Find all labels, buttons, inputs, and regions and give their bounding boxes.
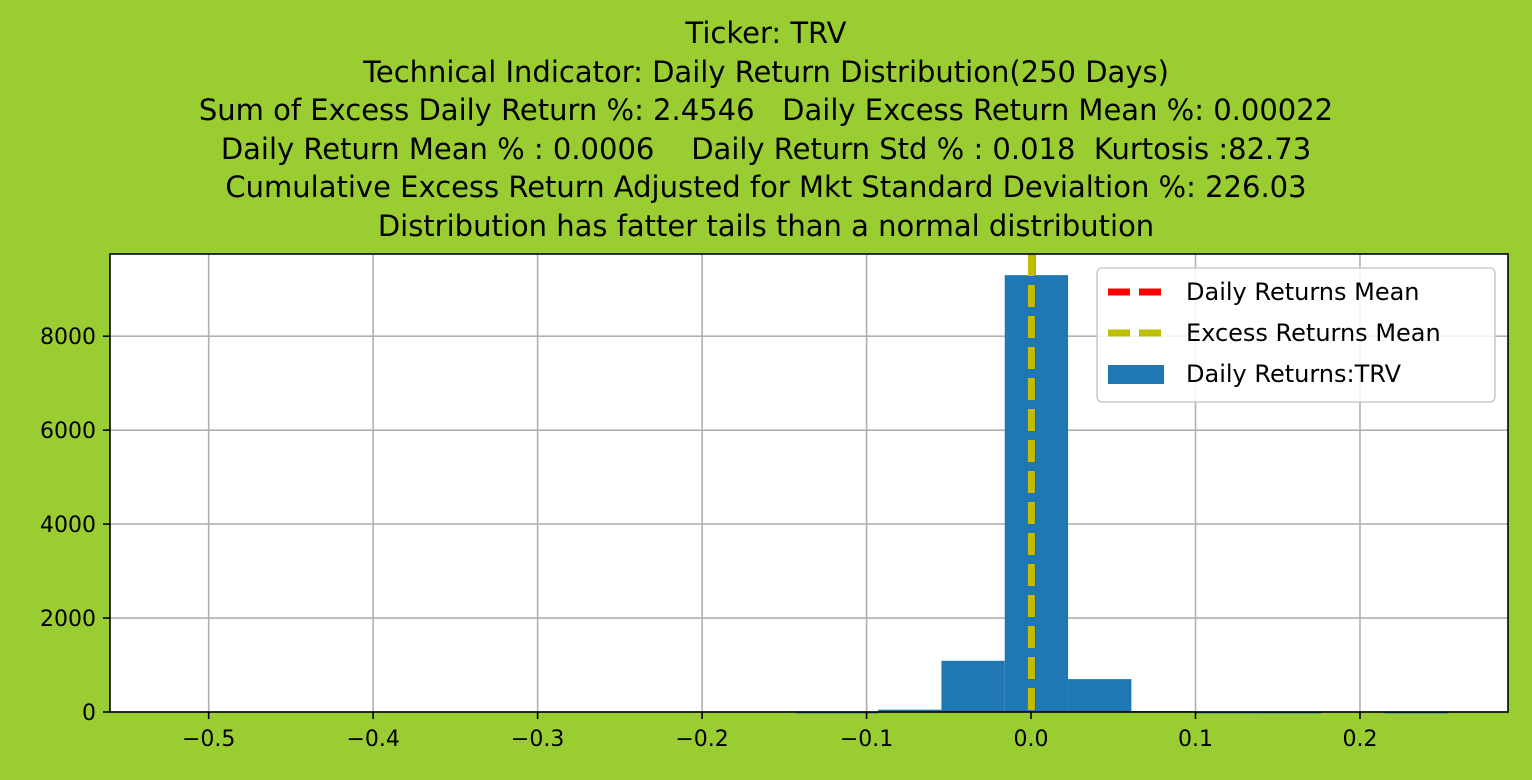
legend-label: Excess Returns Mean [1186, 319, 1441, 347]
x-tick-label: −0.2 [675, 727, 728, 752]
title-line-indicator: Technical Indicator: Daily Return Distri… [363, 54, 1169, 89]
plot-frame [109, 253, 1509, 713]
title-line-ticker: Ticker: TRV [685, 16, 847, 50]
y-tick-label: 8000 [40, 325, 96, 350]
histogram-bar [878, 709, 942, 712]
legend-label: Daily Returns Mean [1186, 278, 1420, 306]
y-tick-label: 4000 [40, 513, 96, 538]
title-line-cumulative: Cumulative Excess Return Adjusted for Mk… [225, 170, 1307, 204]
legend-box [1096, 267, 1496, 403]
x-tick-label: −0.1 [840, 727, 893, 752]
title-line-distribution-note: Distribution has fatter tails than a nor… [377, 208, 1155, 243]
chart-title: Ticker: TRV Technical Indicator: Daily R… [0, 14, 1532, 245]
histogram-bar [1068, 679, 1132, 712]
legend-label: Daily Returns:TRV [1186, 360, 1402, 388]
y-tick-label: 0 [82, 701, 96, 726]
title-line-excess-stats: Sum of Excess Daily Return %: 2.4546 Dai… [198, 93, 1334, 127]
histogram-bar [1004, 275, 1069, 712]
y-tick-label: 2000 [40, 607, 96, 632]
x-tick-label: −0.5 [182, 727, 235, 752]
legend-swatch-patch [1108, 365, 1164, 384]
x-tick-label: −0.3 [511, 727, 564, 752]
title-line-return-stats: Daily Return Mean % : 0.0006 Daily Retur… [220, 131, 1312, 166]
y-tick-label: 6000 [40, 419, 96, 444]
histogram-bar [941, 660, 1005, 712]
x-tick-label: 0.2 [1342, 727, 1377, 752]
x-tick-label: −0.4 [346, 727, 399, 752]
x-tick-label: 0.1 [1178, 727, 1213, 752]
x-tick-label: 0.0 [1014, 727, 1049, 752]
